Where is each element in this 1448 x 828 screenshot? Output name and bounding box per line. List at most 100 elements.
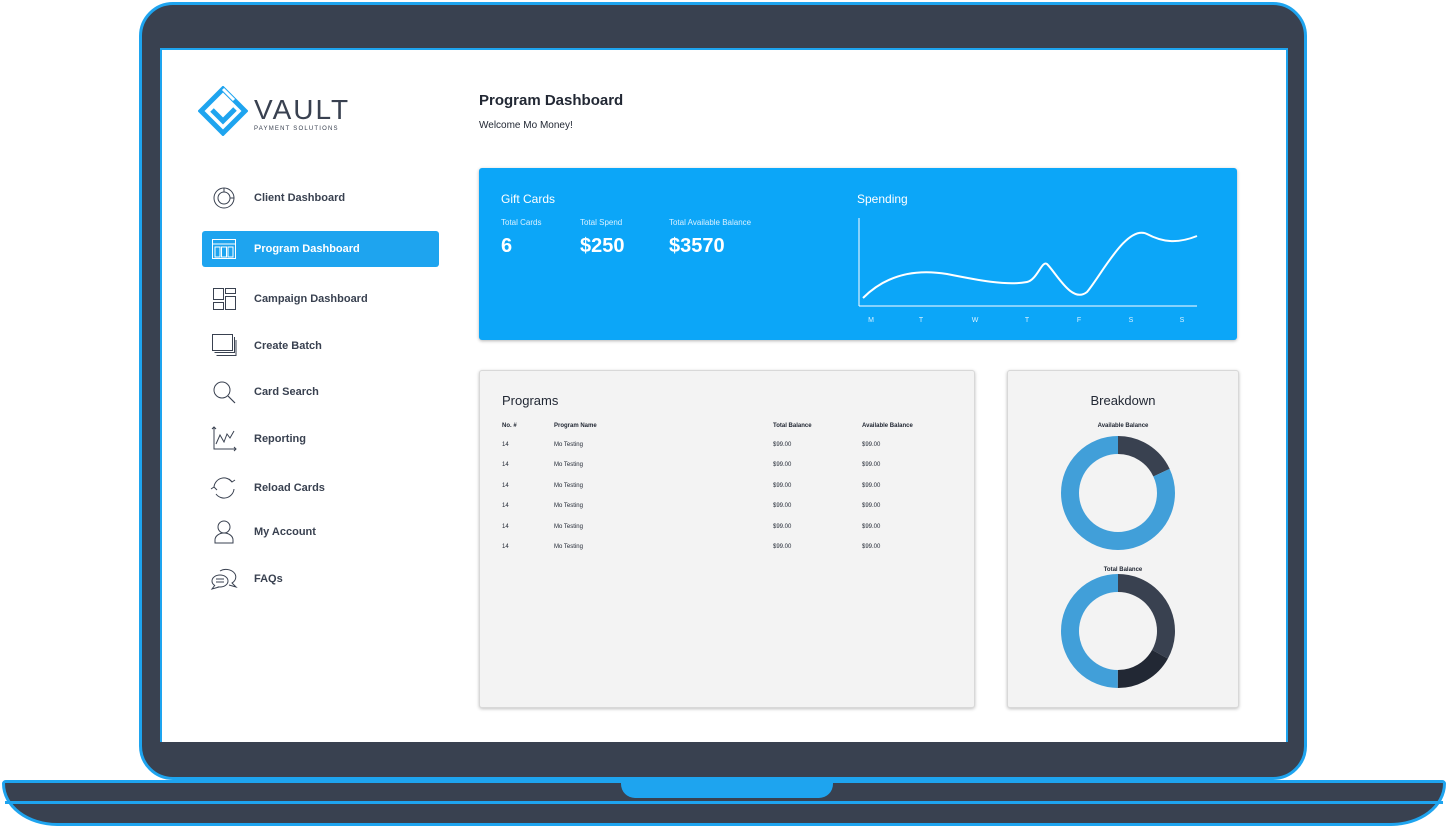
brand-name: VAULT — [254, 94, 351, 125]
stat-label: Total Cards — [501, 218, 542, 227]
table-cell: $99.00 — [862, 523, 881, 530]
spending-title: Spending — [857, 192, 908, 206]
stat-value: $250 — [580, 235, 625, 257]
laptop-base — [2, 780, 1446, 826]
laptop-notch — [621, 780, 833, 798]
table-cell: 14 — [502, 442, 509, 448]
programs-title: Programs — [502, 393, 559, 408]
table-cell: $99.00 — [773, 462, 792, 469]
stat-value: 6 — [501, 235, 513, 257]
brand-tagline: PAYMENT SOLUTIONS — [254, 126, 339, 132]
line-chart-icon — [210, 425, 238, 453]
table-row[interactable]: 14 Mo Testing $99.00 $99.00 — [502, 524, 942, 536]
available-balance-label: Available Balance — [1097, 423, 1149, 429]
breakdown-panel: Breakdown Available Balance Total Balanc… — [1007, 370, 1239, 708]
table-cell: $99.00 — [862, 442, 881, 448]
stack-icon — [210, 332, 238, 360]
spending-day-label: W — [972, 317, 979, 324]
sidebar-item-label: Campaign Dashboard — [254, 293, 368, 305]
table-cell: $99.00 — [773, 503, 792, 510]
sidebar-item-label: Card Search — [254, 386, 319, 398]
sidebar-item-reload-cards[interactable]: Reload Cards — [202, 470, 439, 506]
spending-day-label: F — [1077, 317, 1081, 324]
programs-panel: Programs No. # Program Name Total Balanc… — [479, 370, 975, 708]
sidebar-item-label: Reporting — [254, 433, 306, 445]
dashboard-grid-icon — [210, 285, 238, 313]
stat-label: Total Available Balance — [669, 218, 752, 227]
spending-day-label: T — [919, 317, 924, 324]
stat-label: Total Spend — [580, 218, 623, 227]
sidebar-item-label: FAQs — [254, 573, 283, 585]
vault-logo-mark-icon — [198, 86, 248, 136]
donut-segment — [1061, 574, 1175, 688]
chat-icon — [210, 565, 238, 593]
stat-value: $3570 — [669, 235, 725, 257]
table-cell: $99.00 — [773, 523, 792, 530]
spending-line — [862, 231, 1198, 299]
gift-cards-summary-card: Gift Cards Total Cards 6 Total Spend $25… — [479, 168, 1237, 340]
column-header: No. # — [502, 423, 517, 429]
sidebar-item-label: Program Dashboard — [254, 243, 360, 255]
pie-chart-icon — [210, 184, 238, 212]
table-row[interactable]: 14 Mo Testing $99.00 $99.00 — [502, 503, 942, 515]
donut-segment — [1061, 574, 1175, 688]
available-balance-donut — [1061, 436, 1175, 550]
table-row[interactable]: 14 Mo Testing $99.00 $99.00 — [502, 483, 942, 495]
table-row[interactable]: 14 Mo Testing $99.00 $99.00 — [502, 442, 942, 454]
sidebar-item-campaign-dashboard[interactable]: Campaign Dashboard — [202, 281, 439, 317]
sidebar-item-reporting[interactable]: Reporting — [202, 421, 439, 457]
sidebar-item-label: Client Dashboard — [254, 192, 346, 204]
spending-day-label: M — [868, 317, 874, 324]
sidebar-item-client-dashboard[interactable]: Client Dashboard — [202, 180, 439, 216]
table-cell: $99.00 — [862, 482, 881, 489]
sidebar-item-program-dashboard[interactable]: Program Dashboard — [202, 231, 439, 267]
table-cell: 14 — [502, 462, 509, 469]
table-cell: 14 — [502, 503, 509, 510]
refresh-icon — [210, 474, 238, 502]
base-line — [5, 801, 1443, 804]
spending-day-label: T — [1025, 317, 1030, 324]
user-icon — [210, 518, 238, 546]
table-row[interactable]: 14 Mo Testing $99.00 $99.00 — [502, 544, 942, 556]
sidebar-item-create-batch[interactable]: Create Batch — [202, 328, 439, 364]
vault-logo[interactable]: VAULT PAYMENT SOLUTIONS — [198, 86, 368, 136]
table-cell: 14 — [502, 544, 509, 550]
app-screen: VAULT PAYMENT SOLUTIONS Client Dashboard… — [160, 48, 1288, 742]
total-balance-label: Total Balance — [1103, 567, 1143, 573]
column-header: Total Balance — [773, 423, 812, 429]
sidebar-item-label: Reload Cards — [254, 482, 325, 494]
table-cell: $99.00 — [773, 442, 792, 448]
sidebar-item-faqs[interactable]: FAQs — [202, 561, 439, 597]
table-row[interactable]: 14 Mo Testing $99.00 $99.00 — [502, 462, 942, 474]
search-icon — [210, 378, 238, 406]
table-cell: Mo Testing — [554, 523, 583, 530]
gift-cards-title: Gift Cards — [501, 192, 556, 206]
column-header: Program Name — [554, 423, 597, 429]
table-cell: $99.00 — [862, 503, 881, 510]
column-header: Available Balance — [862, 423, 913, 429]
table-cell: Mo Testing — [554, 544, 583, 550]
stat-total-spend: Total Spend $250 — [580, 218, 625, 258]
table-cell: $99.00 — [862, 462, 881, 469]
sidebar-item-label: Create Batch — [254, 340, 322, 352]
table-cell: 14 — [502, 482, 509, 489]
table-cell: $99.00 — [862, 544, 881, 550]
table-cell: $99.00 — [773, 482, 792, 489]
stat-total-cards: Total Cards 6 — [501, 218, 541, 258]
table-cell: Mo Testing — [554, 482, 583, 489]
spending-day-label: S — [1180, 317, 1185, 324]
spending-day-label: S — [1129, 317, 1134, 324]
total-balance-donut — [1061, 574, 1175, 688]
table-cell: Mo Testing — [554, 462, 583, 469]
sidebar-item-label: My Account — [254, 526, 316, 538]
table-cell: 14 — [502, 523, 509, 530]
table-cell: Mo Testing — [554, 442, 583, 448]
sidebar-item-my-account[interactable]: My Account — [202, 514, 439, 550]
donut-segment — [1061, 436, 1175, 550]
welcome-message: Welcome Mo Money! — [479, 120, 573, 131]
stat-total-available-balance: Total Available Balance $3570 — [669, 218, 751, 258]
sidebar-item-card-search[interactable]: Card Search — [202, 374, 439, 410]
table-cell: Mo Testing — [554, 503, 583, 510]
page-title: Program Dashboard — [479, 92, 624, 109]
